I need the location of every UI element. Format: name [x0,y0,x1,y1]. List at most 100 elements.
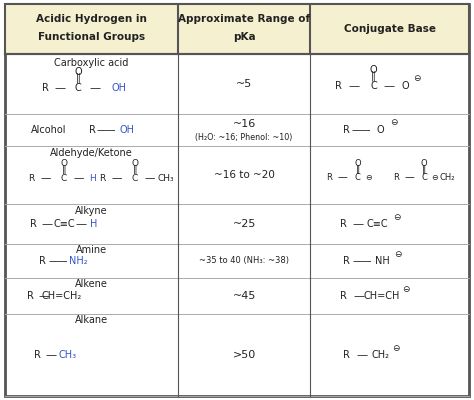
Text: Aldehyde/Ketone: Aldehyde/Ketone [50,148,133,158]
Text: —: — [112,173,122,183]
Text: Conjugate Base: Conjugate Base [344,24,436,34]
Text: ~45: ~45 [232,291,256,301]
Text: C: C [132,174,138,183]
Text: R: R [340,291,347,301]
Text: ——: —— [353,256,373,266]
Text: ‖: ‖ [62,164,66,174]
Text: —: — [348,81,360,91]
Text: ~25: ~25 [232,219,256,229]
Text: >50: >50 [232,350,256,360]
Text: R: R [27,291,34,301]
Text: ⊖: ⊖ [392,344,400,353]
Text: —: — [356,350,367,360]
Text: —: — [353,291,365,301]
Text: C: C [75,83,82,93]
Text: ‖: ‖ [371,71,376,81]
Text: ⊖: ⊖ [393,213,401,222]
Text: O: O [421,158,428,168]
Text: O: O [74,67,82,77]
Text: Alcohol: Alcohol [31,125,66,135]
Text: Alkyne: Alkyne [75,206,108,216]
Text: NH: NH [375,256,390,266]
Text: —: — [55,83,66,93]
Text: O: O [377,125,384,135]
Text: R: R [393,172,399,182]
Text: ‖: ‖ [76,73,81,83]
Text: R: R [99,174,105,183]
Text: CH₂: CH₂ [372,350,390,360]
Text: Approximate Range of: Approximate Range of [178,14,310,24]
Text: —: — [41,173,51,183]
Text: CH₂: CH₂ [439,172,455,182]
Text: —: — [89,83,100,93]
Text: ~35 to 40 (NH₃: ~38): ~35 to 40 (NH₃: ~38) [199,256,289,266]
Text: (H₂O: ~16; Phenol: ~10): (H₂O: ~16; Phenol: ~10) [195,133,293,142]
Text: O: O [132,158,138,168]
Text: C: C [421,172,427,182]
Text: CH₃: CH₃ [59,350,77,360]
Text: H: H [90,219,97,229]
Text: —: — [75,219,86,229]
Text: —: — [46,350,57,360]
Text: O: O [355,158,361,168]
Text: R: R [343,125,349,135]
Text: R: R [340,219,347,229]
Text: C: C [61,174,67,183]
Text: O: O [401,81,409,91]
Text: Alkene: Alkene [75,279,108,289]
Text: R: R [343,350,349,360]
Text: NH₂: NH₂ [69,256,88,266]
Text: —: — [338,172,347,182]
Text: —: — [404,172,414,182]
Text: R: R [39,256,46,266]
Text: ——: —— [351,125,371,135]
Text: R: R [35,350,41,360]
Text: ⊖: ⊖ [390,118,397,127]
Text: CH=CH₂: CH=CH₂ [42,291,82,301]
Text: Functional Groups: Functional Groups [37,32,145,42]
Bar [5,4,469,54]
Text: Amine: Amine [76,245,107,255]
Text: Carboxylic acid: Carboxylic acid [54,58,128,68]
Text: —: — [73,173,83,183]
Text: CH₃: CH₃ [157,174,174,183]
Text: ⊖: ⊖ [402,285,410,294]
Text: —: — [144,173,155,183]
Text: O: O [370,65,377,75]
Text: ~5: ~5 [236,79,252,89]
Text: R: R [336,81,342,91]
Text: OH: OH [111,83,126,93]
Text: C≡C: C≡C [366,219,388,229]
Text: ⊖: ⊖ [394,250,402,259]
Text: C≡C: C≡C [53,219,75,229]
Text: R: R [30,219,36,229]
Text: —: — [42,219,53,229]
Text: ⊖: ⊖ [413,74,421,83]
Text: O: O [61,158,67,168]
Text: ‖: ‖ [356,164,360,174]
Text: R: R [343,256,349,266]
Text: C: C [355,172,361,182]
Text: ——: —— [48,256,68,266]
Text: Acidic Hydrogen in: Acidic Hydrogen in [36,14,146,24]
Text: —: — [383,81,394,91]
Text: ⊖: ⊖ [365,172,372,182]
Text: ——: —— [97,125,117,135]
Text: ~16: ~16 [232,119,256,129]
Text: pKa: pKa [233,32,255,42]
Text: H: H [89,174,96,183]
Text: Alkane: Alkane [75,315,108,325]
Text: —: — [352,219,364,229]
Text: ‖: ‖ [422,164,426,174]
Text: ‖: ‖ [133,164,137,174]
Text: R: R [327,172,332,182]
Text: C: C [370,81,377,91]
Text: —: — [38,291,50,301]
Text: R: R [89,125,96,135]
Text: OH: OH [119,125,134,135]
Text: R: R [42,83,48,93]
Text: ~16 to ~20: ~16 to ~20 [214,170,274,180]
Text: ⊖: ⊖ [431,172,438,182]
Text: R: R [27,174,34,183]
Text: CH=CH: CH=CH [364,291,400,301]
